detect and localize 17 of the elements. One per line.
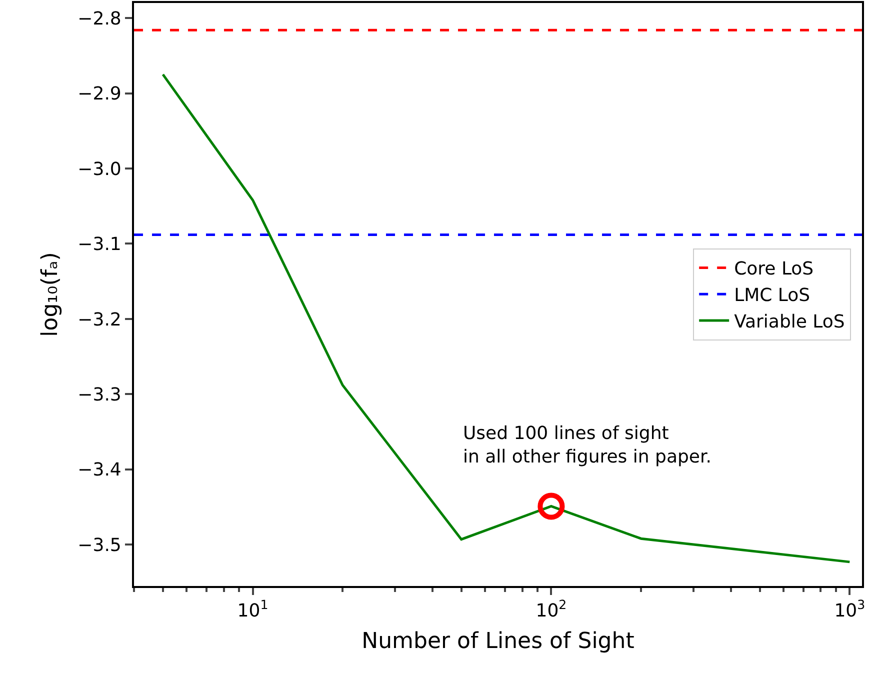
legend-label: Core LoS [734, 258, 814, 280]
y-tick-label: −3.1 [78, 234, 122, 256]
y-tick-label: −2.8 [78, 8, 122, 30]
annotation: Used 100 lines of sight in all other figures in paper. [463, 423, 712, 468]
x-tick-label: 10$^{1}$ [237, 597, 268, 622]
x-tick-label: 10$^{2}$ [536, 597, 567, 622]
y-tick-label: −3.3 [78, 384, 122, 406]
x-axis-title: Number of Lines of Sight [362, 629, 635, 654]
y-tick-label: −2.9 [78, 84, 122, 105]
y-tick-label: −3.4 [78, 460, 122, 481]
legend-label: LMC LoS [734, 285, 810, 306]
y-tick-label: −3.2 [78, 309, 122, 330]
y-tick-label: −3.5 [78, 534, 122, 556]
y-axis-title: log₁₀(fₐ) [38, 252, 63, 337]
legend-label: Variable LoS [734, 312, 845, 333]
y-tick-label: −3.0 [78, 158, 122, 180]
x-tick-label: 10$^{3}$ [834, 597, 866, 622]
